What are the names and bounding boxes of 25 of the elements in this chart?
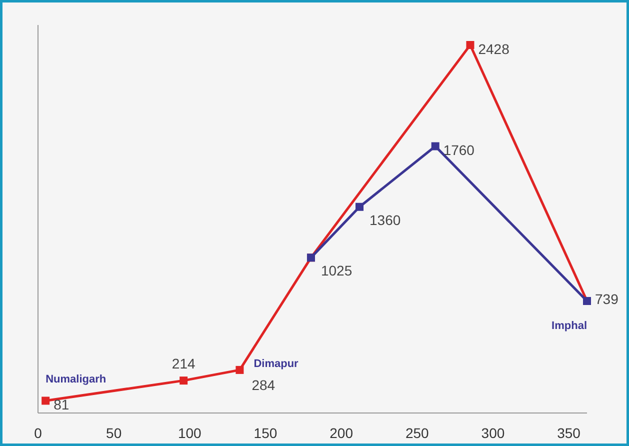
data-label: 284 (252, 376, 276, 393)
annotation: Dimapur (254, 358, 300, 370)
point (431, 142, 440, 150)
point (466, 41, 474, 49)
data-label: 1360 (370, 212, 401, 228)
x-tick-label: 50 (106, 425, 122, 441)
data-label: 214 (172, 356, 196, 372)
x-tick-label: 100 (178, 425, 202, 441)
point (236, 366, 244, 374)
annotation: Numaligarh (46, 374, 106, 386)
x-tick-label: 250 (405, 425, 430, 441)
x-tick-label: 150 (254, 425, 278, 441)
x-tick-label: 300 (481, 425, 505, 441)
annotation: Imphal (552, 320, 587, 332)
data-label: 2428 (478, 41, 510, 57)
data-label: 1025 (320, 262, 352, 279)
x-tick-label: 200 (330, 425, 354, 441)
point (42, 396, 50, 405)
data-label: 81 (54, 396, 70, 413)
x-tick-label: 0 (34, 425, 42, 441)
x-tick-label: 350 (557, 425, 581, 441)
data-label: 739 (595, 290, 619, 307)
data-label: 1760 (443, 142, 475, 158)
point (180, 376, 188, 385)
point (356, 202, 364, 211)
